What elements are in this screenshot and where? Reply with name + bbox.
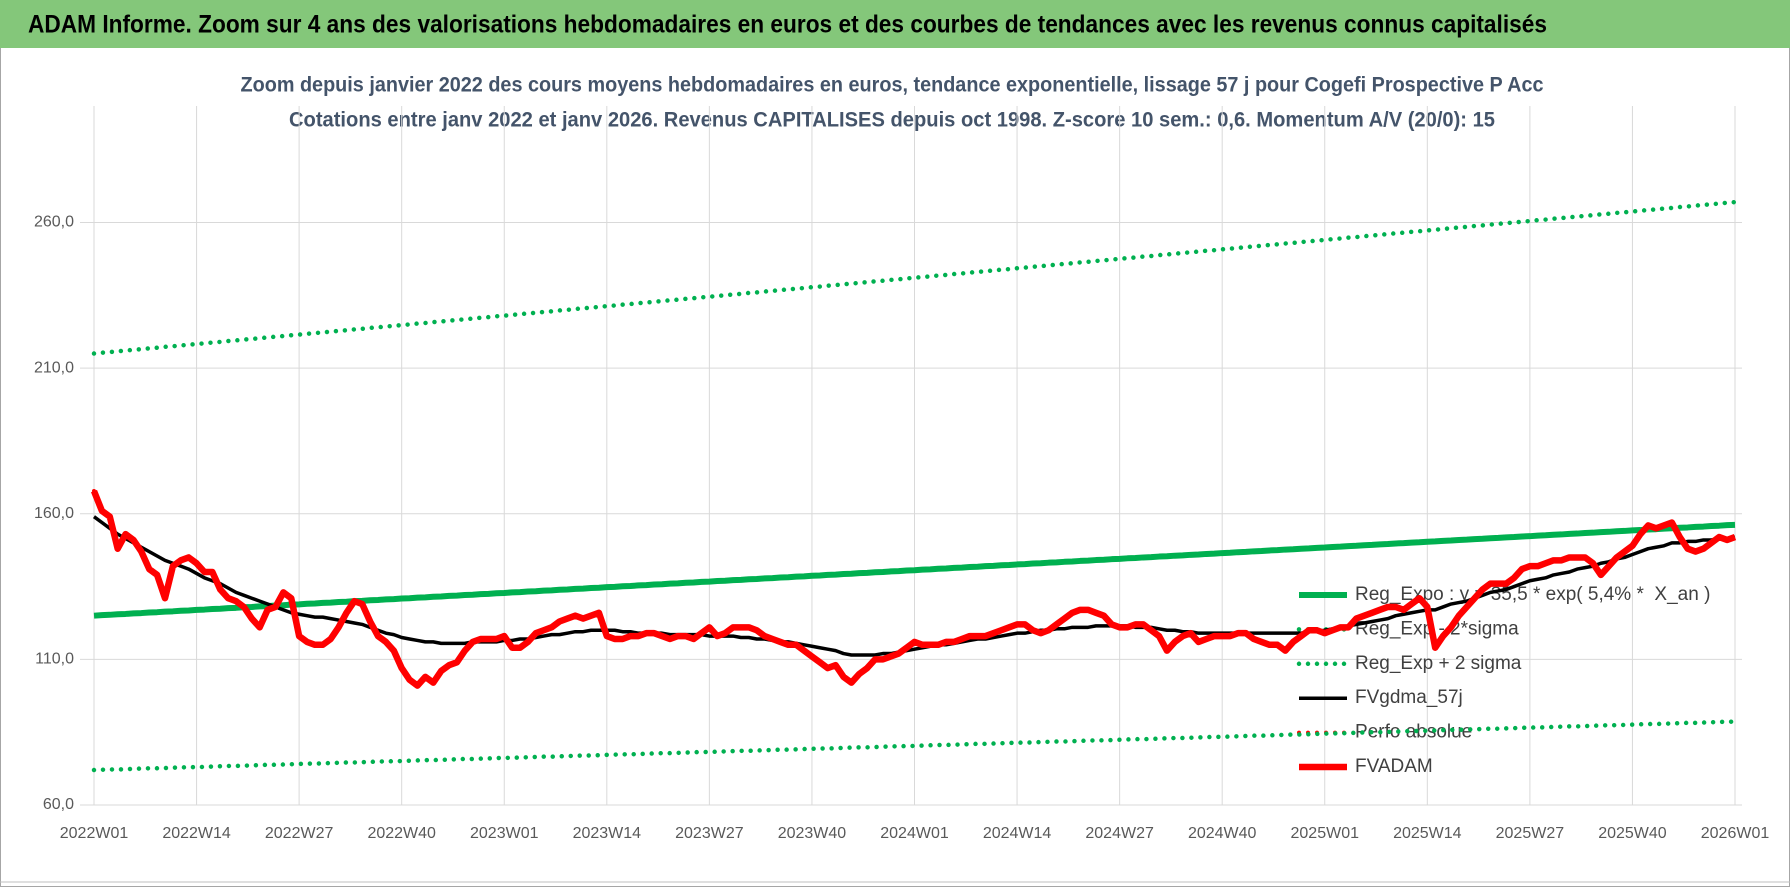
x-tick-label: 2025W27 [1496, 825, 1565, 842]
legend-label: Reg_Expo : y = 35,5 * exp( 5,4% * X_an ) [1355, 584, 1710, 605]
x-tick-label: 2022W01 [60, 825, 129, 842]
x-tick-label: 2025W01 [1291, 825, 1360, 842]
x-tick-label: 2025W40 [1598, 825, 1667, 842]
x-tick-label: 2022W27 [265, 825, 334, 842]
legend-label: Perfo absolue [1355, 722, 1472, 743]
header-title: ADAM Informe. Zoom sur 4 ans des valoris… [28, 11, 1547, 39]
series-line [92, 515, 1736, 657]
x-tick-label: 2024W14 [983, 825, 1052, 842]
x-tick-label: 2022W14 [162, 825, 231, 842]
header-bar [0, 0, 1790, 48]
series-line [90, 489, 1737, 689]
x-tick-label: 2023W01 [470, 825, 539, 842]
chart-subtitle: Cotations entre janv 2022 et janv 2026. … [289, 109, 1495, 132]
series-line [91, 719, 1738, 773]
x-tick-label: 2023W14 [573, 825, 642, 842]
x-tick-label: 2024W01 [880, 825, 949, 842]
x-tick-label: 2022W40 [367, 825, 436, 842]
x-tick-label: 2024W40 [1188, 825, 1257, 842]
series-line [93, 521, 1736, 619]
x-tick-label: 2024W27 [1085, 825, 1154, 842]
x-tick-label: 2025W14 [1393, 825, 1462, 842]
y-tick-label: 60,0 [43, 796, 74, 813]
y-tick-label: 160,0 [34, 505, 74, 522]
x-tick-label: 2023W27 [675, 825, 744, 842]
legend-label: Reg_Exp + 2 sigma [1355, 653, 1522, 674]
chart-title: Zoom depuis janvier 2022 des cours moyen… [241, 74, 1544, 97]
y-tick-label: 260,0 [34, 214, 74, 231]
legend-label: FVADAM [1355, 756, 1433, 777]
legend-label: FVgdma_57j [1355, 687, 1463, 708]
x-tick-label: 2023W40 [778, 825, 847, 842]
legend-label: Reg_Exp - 2*sigma [1355, 618, 1519, 639]
x-tick-label: 2026W01 [1701, 825, 1770, 842]
y-tick-label: 210,0 [34, 359, 74, 376]
y-tick-label: 110,0 [35, 651, 74, 668]
